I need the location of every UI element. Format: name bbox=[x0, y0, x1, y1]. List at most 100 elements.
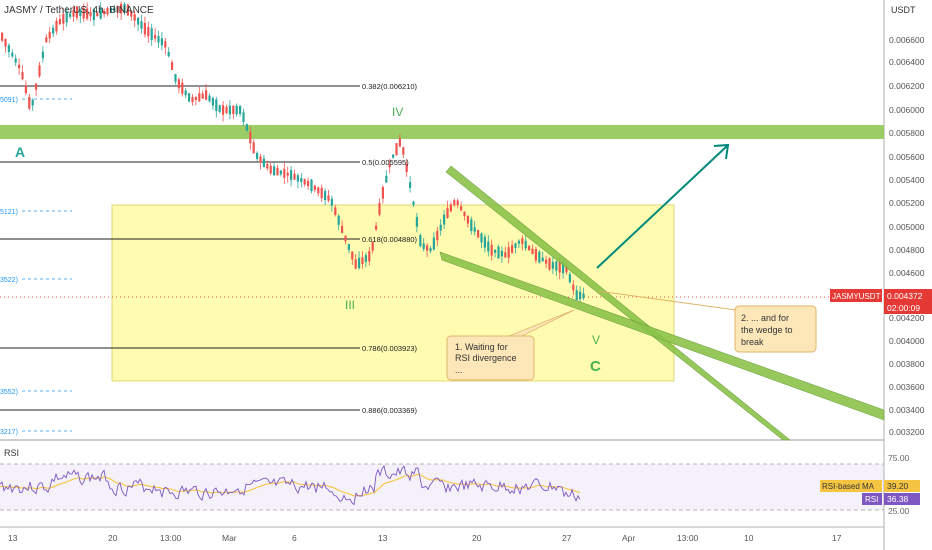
candle-body bbox=[327, 195, 330, 201]
wedge-upper-band[interactable] bbox=[445, 165, 791, 441]
candle-body bbox=[75, 6, 78, 18]
candle-body bbox=[48, 31, 51, 39]
candle-body bbox=[99, 8, 102, 19]
wave-label-c: C bbox=[590, 358, 601, 375]
candle-body bbox=[177, 79, 180, 89]
note1-box[interactable] bbox=[446, 335, 535, 381]
rsi-series[interactable] bbox=[0, 464, 581, 506]
candle-body bbox=[239, 105, 242, 115]
candle-body bbox=[341, 225, 344, 233]
time-axis[interactable]: 13 20 13:00 Mar 6 13 20 27 Apr 13:00 10 17 bbox=[8, 533, 842, 543]
price-tick-label: 0.003800 bbox=[889, 359, 925, 369]
price-tick-label: 0.006600 bbox=[889, 35, 925, 45]
candle-body bbox=[517, 240, 520, 244]
candle-body bbox=[86, 8, 89, 19]
symbol-badge-text: JASMYUSDT bbox=[832, 292, 881, 301]
candle-body bbox=[171, 62, 174, 70]
candle-body bbox=[286, 172, 289, 176]
resistance-zone[interactable] bbox=[0, 125, 884, 139]
candle-body bbox=[524, 240, 527, 249]
candle-body bbox=[388, 164, 391, 168]
candle-body bbox=[504, 252, 507, 258]
fib-label-0786: 0.786(0.003923) bbox=[362, 344, 418, 353]
time-tick-label: 17 bbox=[832, 533, 842, 543]
time-tick-label: 10 bbox=[744, 533, 754, 543]
time-tick-label: 20 bbox=[108, 533, 118, 543]
candle-body bbox=[405, 163, 408, 173]
candle-body bbox=[143, 22, 146, 35]
candle-body bbox=[310, 179, 313, 192]
candle-body bbox=[473, 227, 476, 232]
fib-label-0886: 0.886(0.003369) bbox=[362, 406, 418, 415]
candle-body bbox=[41, 51, 44, 59]
target-zone-box[interactable] bbox=[111, 204, 675, 382]
candle-body bbox=[354, 259, 357, 269]
candle-body bbox=[103, 10, 106, 15]
candle-body bbox=[483, 236, 486, 248]
price-axis[interactable]: 0.006600 0.006400 0.006200 0.006000 0.005800… bbox=[889, 35, 925, 437]
rsi-label: RSI bbox=[865, 495, 878, 504]
candle-body bbox=[347, 244, 350, 250]
candle-body bbox=[89, 11, 92, 17]
candle-body bbox=[449, 204, 452, 212]
wave-label-iii: III bbox=[345, 298, 355, 312]
candle-body bbox=[500, 250, 503, 257]
candle-body bbox=[466, 215, 469, 224]
symbol-badge bbox=[830, 289, 882, 302]
candle-body bbox=[79, 9, 82, 17]
price-tick-label: 0.004000 bbox=[889, 336, 925, 346]
candle-body bbox=[52, 27, 55, 34]
note2-box[interactable] bbox=[734, 305, 817, 353]
candle-body bbox=[106, 8, 109, 15]
candle-body bbox=[279, 170, 282, 175]
rsi-title: RSI bbox=[4, 448, 19, 458]
candle-body bbox=[18, 64, 21, 69]
candle-body bbox=[160, 38, 163, 46]
candle-body bbox=[296, 175, 299, 182]
candle-body bbox=[65, 11, 68, 23]
candle-body bbox=[58, 19, 61, 25]
price-tick-label: 0.003600 bbox=[889, 382, 925, 392]
candle-body bbox=[14, 58, 17, 63]
candle-body bbox=[439, 224, 442, 231]
candle-body bbox=[126, 4, 129, 16]
candle-body bbox=[541, 257, 544, 262]
last-price-text: 0.004372 bbox=[887, 291, 923, 301]
candle-body bbox=[548, 258, 551, 270]
price-tick-label: 0.006400 bbox=[889, 57, 925, 67]
candle-body bbox=[140, 21, 143, 29]
last-price-badge bbox=[884, 289, 932, 314]
candle-body bbox=[215, 99, 218, 111]
fib-label-05: 0.5(0.005595) bbox=[362, 158, 409, 167]
currency-label: USDT bbox=[891, 5, 916, 15]
candle-body bbox=[194, 96, 197, 101]
price-tick-label: 0.005000 bbox=[889, 222, 925, 232]
rsi-value: 36.38 bbox=[887, 494, 909, 504]
time-tick-label: 13 bbox=[378, 533, 388, 543]
candle-body bbox=[415, 216, 418, 227]
candle-body bbox=[575, 290, 578, 300]
note1-line3: ... bbox=[455, 365, 463, 375]
wedge-lower-band[interactable] bbox=[439, 251, 885, 421]
candle-body bbox=[184, 90, 187, 96]
left-label-4: 3552) bbox=[0, 389, 18, 396]
candle-body bbox=[317, 187, 320, 194]
candle-body bbox=[147, 26, 150, 37]
breakout-arrow[interactable] bbox=[596, 145, 728, 269]
candle-body bbox=[572, 284, 575, 291]
fib-label-0618: 0.618(0.004880) bbox=[362, 235, 418, 244]
candle-body bbox=[157, 36, 160, 43]
candle-body bbox=[7, 45, 10, 52]
price-tick-label: 0.006000 bbox=[889, 105, 925, 115]
candle-body bbox=[256, 152, 259, 160]
time-tick-label: 20 bbox=[472, 533, 482, 543]
candle-body bbox=[303, 179, 306, 185]
candle-body bbox=[283, 168, 286, 178]
candle-body bbox=[545, 259, 548, 264]
candlestick-series[interactable] bbox=[1, 1, 585, 303]
candle-body bbox=[334, 207, 337, 215]
candle-body bbox=[456, 200, 459, 205]
candle-body bbox=[120, 3, 123, 14]
price-tick-label: 0.003200 bbox=[889, 427, 925, 437]
